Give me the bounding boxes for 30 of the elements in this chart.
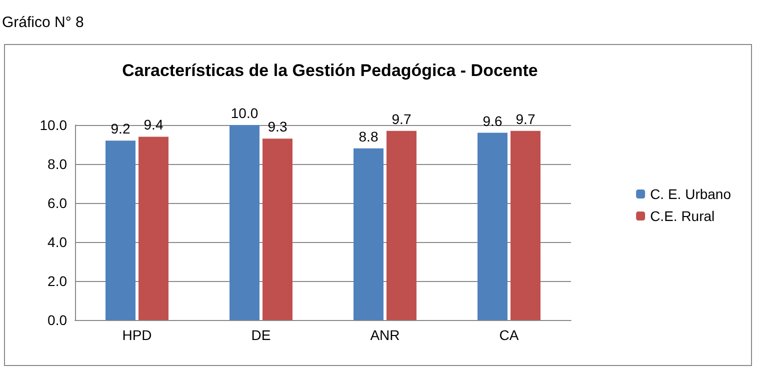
bar [262,138,292,320]
data-label: 9.4 [144,116,164,133]
bar [510,130,540,320]
x-tick-label: HPD [122,327,152,343]
data-label: 10.0 [230,105,258,121]
data-label: 9.6 [482,112,502,129]
data-label: 9.2 [110,120,130,137]
data-label: 9.7 [516,110,536,127]
text: Gráfico N° 8 [2,14,84,31]
data-label: 9.3 [268,118,288,135]
x-tick-label: CA [499,327,520,343]
bar [106,140,136,320]
x-tick-label: ANR [370,327,400,343]
data-label: 9.7 [392,110,412,127]
bar [138,136,168,320]
legend-label: C. E. Urbano [650,186,732,202]
y-tick-label: 4.0 [48,234,68,250]
bar [354,148,384,320]
bar [386,130,416,320]
y-tick-label: 0.0 [48,312,68,328]
y-tick-label: 10.0 [40,117,68,133]
y-tick-label: 2.0 [48,273,68,289]
chart-title: Características de la Gestión Pedagógica - Docente [122,61,538,80]
y-tick-label: 6.0 [48,195,68,211]
bar [230,125,260,320]
y-tick-label: 8.0 [48,156,68,172]
data-label: 8.8 [358,128,378,144]
legend-label: C.E. Rural [650,208,715,224]
bar [478,132,508,320]
x-tick-label: DE [251,327,271,343]
